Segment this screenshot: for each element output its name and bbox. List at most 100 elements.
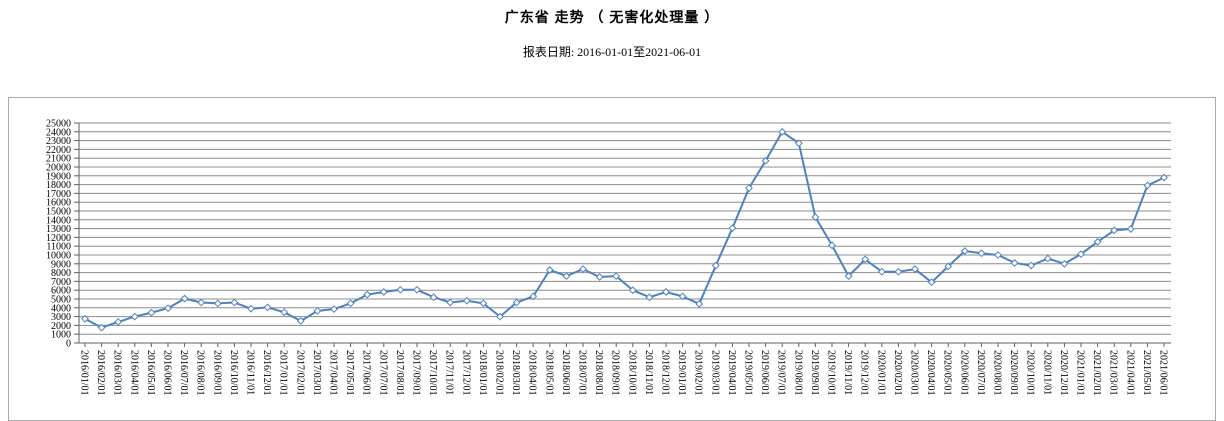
data-point-marker — [861, 255, 870, 264]
x-axis-label: 2020/10/01 — [1025, 350, 1036, 396]
data-point-marker — [960, 247, 969, 255]
x-axis-label: 2021/01/01 — [1075, 350, 1086, 396]
y-axis-label: 1000 — [51, 330, 71, 341]
data-point-marker — [479, 299, 488, 308]
data-point-marker — [97, 323, 106, 332]
x-axis-label: 2016/03/01 — [112, 350, 123, 396]
x-axis-label: 2020/02/01 — [892, 350, 903, 396]
x-axis-label: 2019/10/01 — [826, 350, 837, 396]
x-axis-label: 2020/07/01 — [975, 350, 986, 396]
data-point-marker — [728, 224, 737, 233]
data-point-marker — [529, 292, 538, 301]
data-point-marker — [1143, 181, 1152, 190]
data-point-marker — [562, 272, 571, 281]
x-axis-label: 2016/01/01 — [79, 350, 90, 396]
data-point-marker — [1160, 173, 1168, 182]
y-axis-label: 2000 — [51, 321, 71, 332]
data-point-marker — [180, 294, 189, 303]
x-axis-label: 2019/06/01 — [759, 350, 770, 396]
x-axis-label: 2019/08/01 — [792, 350, 803, 396]
x-axis-label: 2020/01/01 — [875, 350, 886, 396]
data-point-marker — [944, 262, 953, 271]
x-axis-label: 2017/03/01 — [311, 350, 322, 396]
data-point-marker — [1010, 259, 1019, 267]
data-point-marker — [330, 305, 338, 314]
y-axis-label: 9000 — [51, 259, 71, 270]
data-point-marker — [512, 298, 521, 307]
y-axis-label: 19000 — [46, 171, 71, 182]
y-axis-label: 21000 — [46, 154, 71, 165]
y-axis-label: 11000 — [46, 242, 71, 253]
data-point-marker — [1093, 237, 1102, 246]
data-point-marker — [811, 213, 820, 222]
x-axis-label: 2017/02/01 — [294, 350, 305, 396]
data-point-marker — [695, 299, 704, 308]
y-axis-label: 25000 — [46, 119, 71, 130]
data-point-marker — [130, 312, 139, 321]
x-axis-label: 2017/04/01 — [328, 350, 339, 396]
data-point-marker — [1060, 259, 1069, 268]
x-axis-label: 2016/07/01 — [178, 350, 189, 396]
trend-line-chart: 0100020003000400050006000700080009000100… — [46, 119, 1171, 396]
data-point-marker — [579, 265, 587, 273]
x-axis-label: 2016/08/01 — [195, 350, 206, 396]
data-point-marker — [230, 298, 239, 307]
y-axis-label: 13000 — [46, 224, 71, 235]
y-axis-label: 3000 — [51, 312, 71, 323]
data-point-marker — [396, 285, 405, 294]
x-axis-label: 2018/10/01 — [626, 350, 637, 396]
data-point-marker — [247, 304, 255, 313]
data-point-marker — [147, 308, 156, 317]
data-point-marker — [595, 273, 604, 281]
data-point-marker — [877, 267, 886, 276]
x-axis-label: 2017/09/01 — [411, 350, 422, 396]
data-point-marker — [379, 288, 388, 296]
data-point-marker — [761, 156, 770, 165]
x-axis-label: 2020/04/01 — [925, 350, 936, 396]
x-axis-label: 2019/09/01 — [809, 350, 820, 396]
y-axis-label: 24000 — [46, 127, 71, 138]
x-axis-label: 2016/12/01 — [261, 350, 272, 396]
x-axis-label: 2019/12/01 — [859, 350, 870, 396]
data-point-marker — [927, 278, 936, 287]
x-axis-label: 2018/07/01 — [577, 350, 588, 396]
x-axis-label: 2018/09/01 — [610, 350, 621, 396]
x-axis-label: 2017/10/01 — [427, 350, 438, 396]
x-axis-label: 2016/11/01 — [245, 350, 256, 395]
x-axis-label: 2018/05/01 — [543, 350, 554, 396]
y-axis-label: 4000 — [51, 303, 71, 314]
data-point-marker — [844, 272, 853, 281]
x-axis-label: 2020/03/01 — [909, 350, 920, 396]
x-axis-label: 2017/05/01 — [344, 350, 355, 396]
data-point-marker — [413, 285, 421, 294]
data-point-marker — [313, 306, 322, 315]
page-title: 广东省 走势 （ 无害化处理量 ） — [504, 9, 720, 25]
data-point-marker — [429, 293, 438, 302]
x-axis-label: 2019/03/01 — [709, 350, 720, 396]
y-axis-label: 0 — [66, 339, 71, 350]
y-axis-label: 22000 — [46, 145, 71, 156]
y-axis-label: 6000 — [51, 286, 71, 297]
report-date-subtitle: 报表日期: 2016-01-01至2021-06-01 — [522, 45, 702, 59]
data-point-marker — [662, 288, 670, 296]
data-point-marker — [446, 298, 455, 307]
x-axis-label: 2019/11/01 — [842, 350, 853, 395]
x-axis-label: 2019/05/01 — [743, 350, 754, 396]
data-point-marker — [911, 265, 919, 273]
y-axis-label: 7000 — [51, 277, 71, 288]
data-point-marker — [994, 251, 1002, 259]
data-point-marker — [711, 261, 720, 270]
y-axis-label: 23000 — [46, 136, 71, 147]
data-point-marker — [346, 299, 355, 308]
data-point-marker — [645, 293, 654, 302]
data-point-marker — [628, 286, 637, 295]
x-axis-label: 2016/09/01 — [211, 350, 222, 396]
x-axis-label: 2020/05/01 — [942, 350, 953, 396]
y-axis-label: 12000 — [46, 233, 71, 244]
x-axis-label: 2020/11/01 — [1041, 350, 1052, 395]
x-axis-label: 2020/09/01 — [1008, 350, 1019, 396]
data-point-marker — [612, 272, 621, 281]
y-axis-label: 16000 — [46, 198, 71, 209]
data-point-marker — [545, 266, 554, 274]
